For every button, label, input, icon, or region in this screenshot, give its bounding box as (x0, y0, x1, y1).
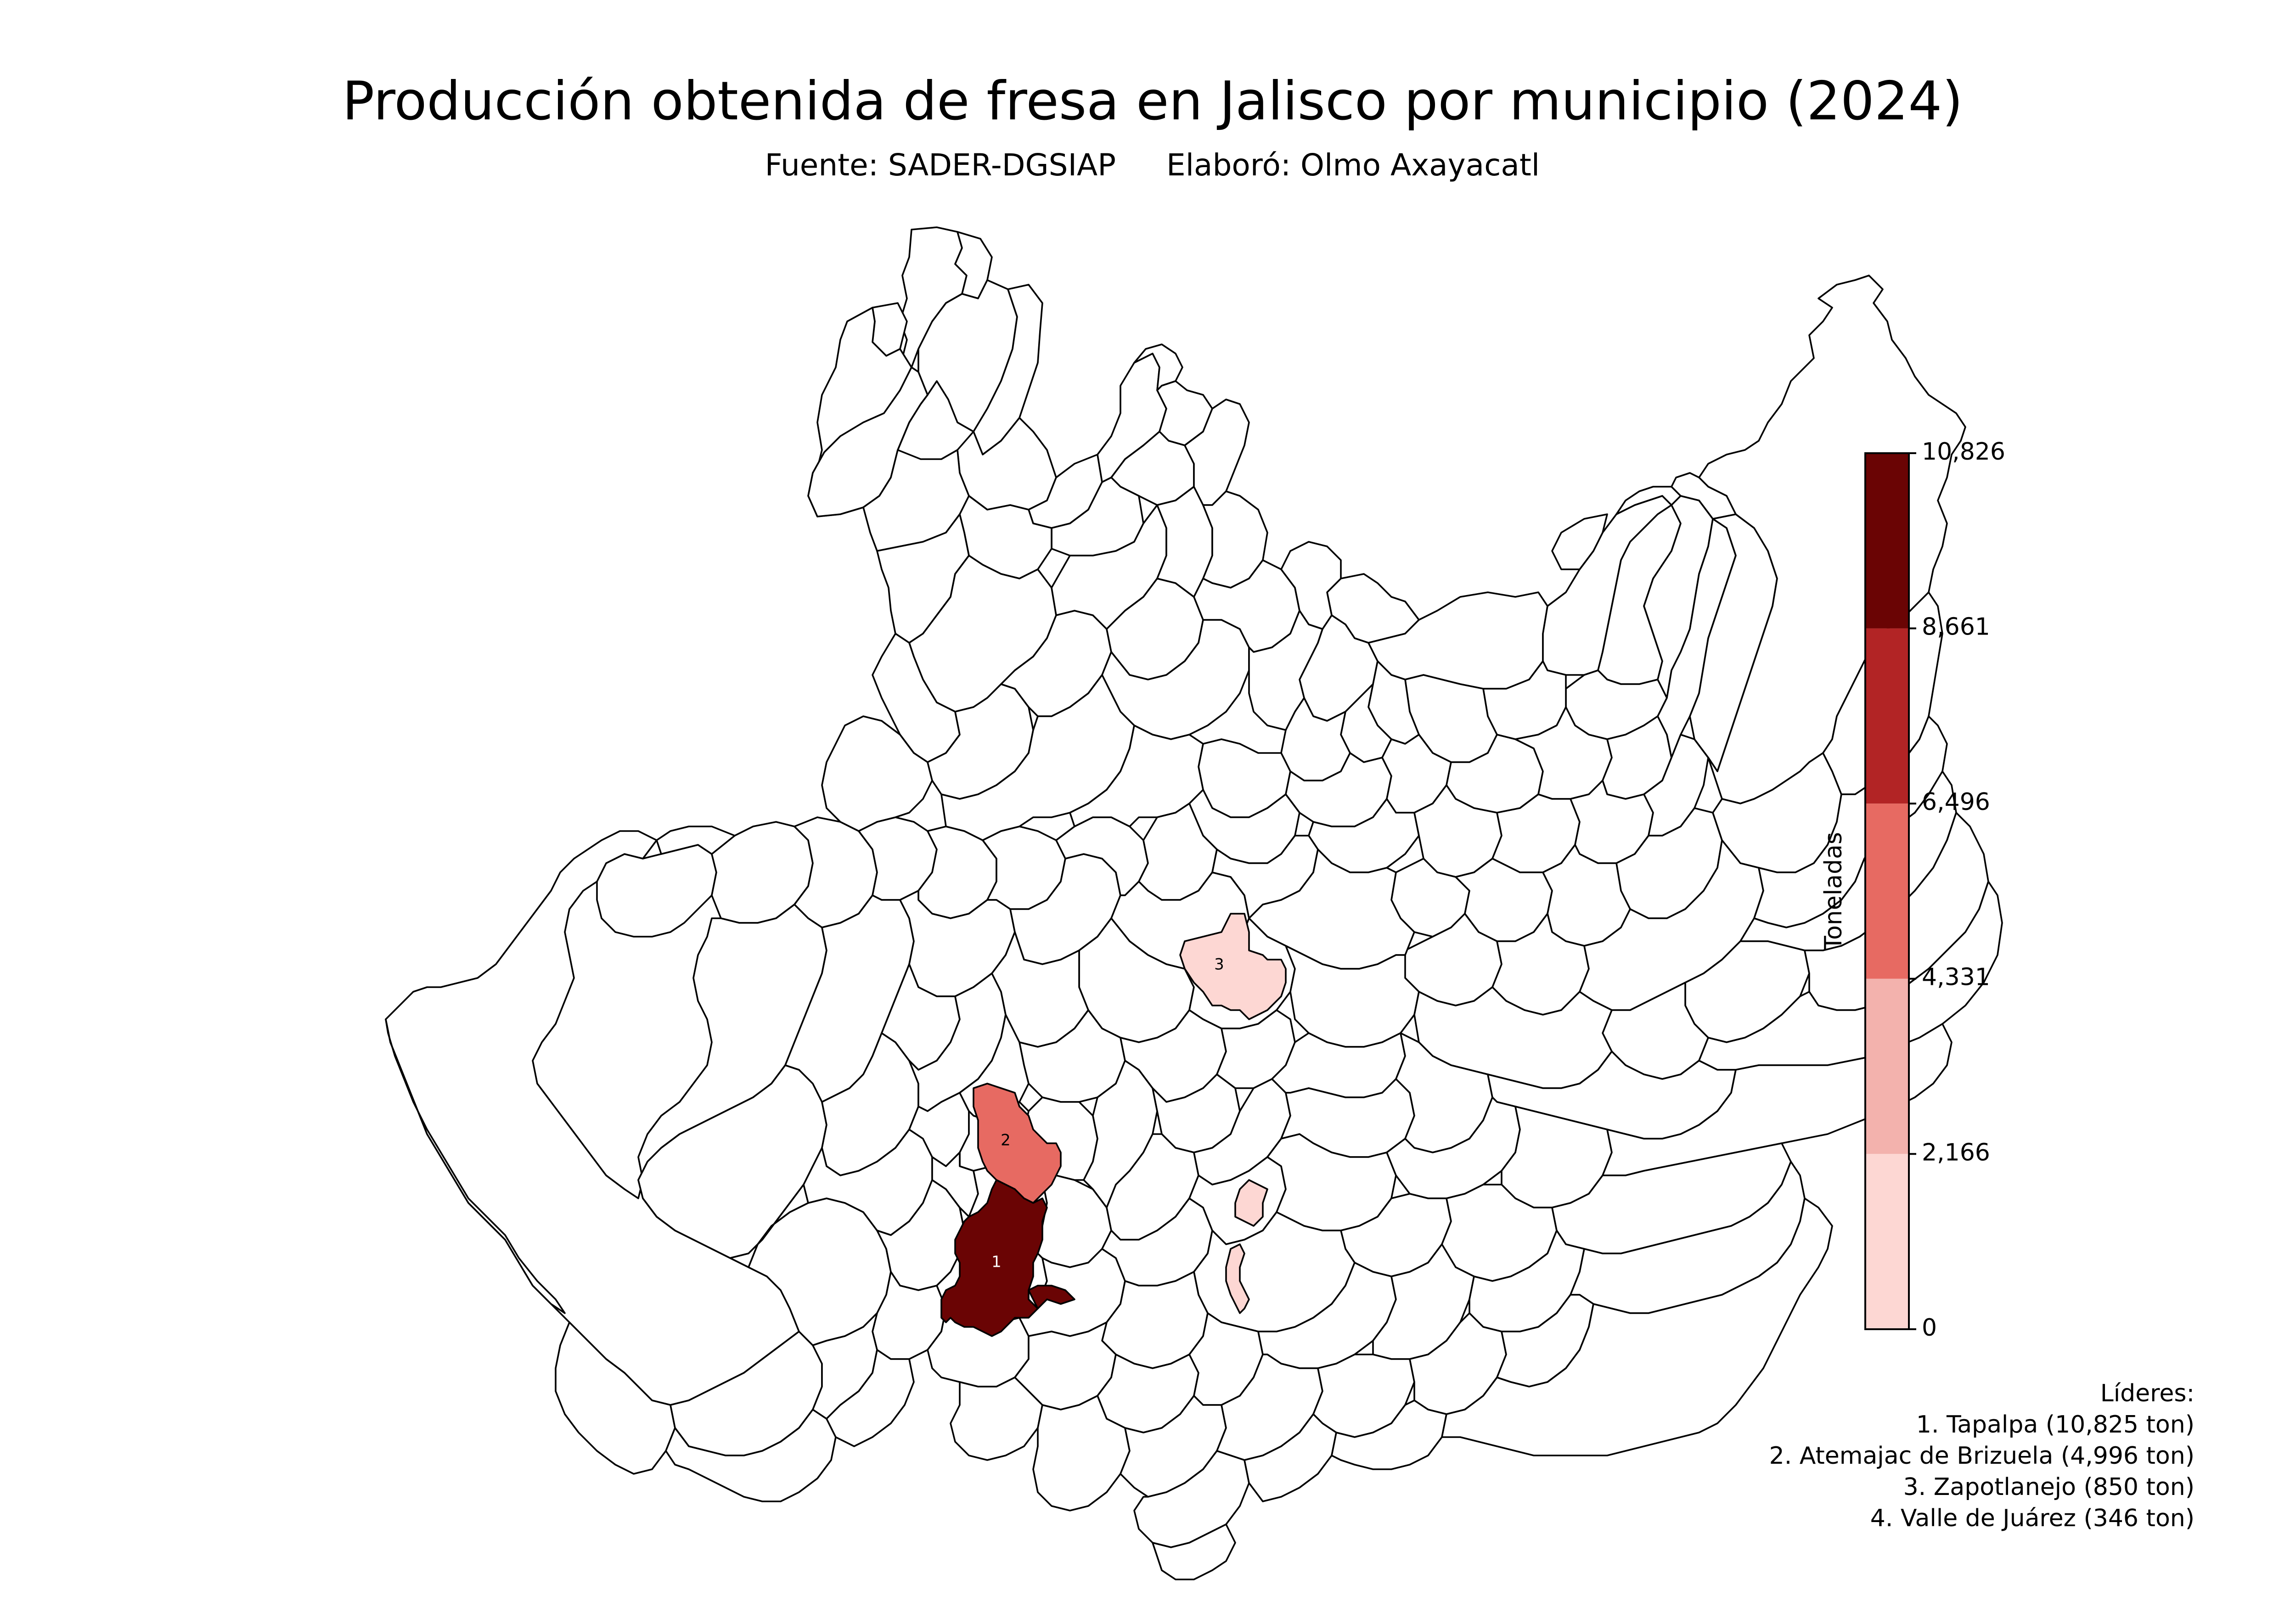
colorbar-tick-label: 0 (1922, 1314, 1937, 1342)
municipality (821, 715, 933, 832)
municipality-atemajac-de-brizuela (973, 1083, 1062, 1204)
leader-item-1: 1. Tapalpa (10,825 ton) (1916, 1411, 2195, 1438)
leaders-annotation: Líderes: 1. Tapalpa (10,825 ton) 2. Atem… (1769, 1380, 2195, 1532)
jalisco-municipality-map: 1 2 3 (385, 226, 2003, 1580)
municipality (807, 366, 929, 517)
municipality-tapalpa-tail (1028, 1285, 1075, 1309)
colorbar-tick-label: 6,496 (1922, 788, 1990, 816)
municipality-tapalpa (940, 1179, 1048, 1337)
municipality (826, 1349, 915, 1447)
municipality (1152, 1523, 1236, 1580)
colorbar-band-5 (1865, 453, 1909, 629)
municipality (1671, 472, 1737, 520)
figure-title: Producción obtenida de fresa en Jalisco … (342, 70, 1963, 132)
colorbar: 0 2,166 4,331 6,496 8,661 10,826 Toneladas (1820, 438, 2005, 1342)
leader-item-3: 3. Zapotlanejo (850 ton) (1903, 1473, 2195, 1501)
municipality (729, 1184, 809, 1268)
colorbar-axis-label: Toneladas (1820, 832, 1847, 951)
municipality (950, 1377, 1043, 1461)
municipality (1441, 1197, 1833, 1456)
municipality (555, 1321, 676, 1475)
municipality (1069, 725, 1204, 827)
leaders-heading: Líderes: (2100, 1380, 2195, 1407)
colorbar-band-4 (1865, 628, 1909, 804)
municipality (656, 826, 736, 855)
author-credit: Elaboró: Olmo Axayacatl (1166, 147, 1540, 183)
municipality (1032, 1395, 1131, 1511)
colorbar-tick-label: 8,661 (1922, 613, 1990, 641)
municipality-valle-de-juarez-south (1225, 1243, 1250, 1314)
municipality-valle-de-juarez (1234, 1179, 1268, 1227)
municipality (1248, 610, 1323, 731)
municipality-zapotlanejo (1179, 913, 1287, 1020)
map-rank-label-3: 3 (1214, 955, 1224, 974)
colorbar-band-3 (1865, 804, 1909, 979)
municipality (1551, 513, 1608, 570)
colorbar-band-2 (1865, 978, 1909, 1154)
colorbar-tick-label: 10,826 (1922, 438, 2005, 466)
colorbar-tick-label: 4,331 (1922, 964, 1990, 991)
leader-item-2: 2. Atemajac de Brizuela (4,996 ton) (1769, 1442, 2195, 1470)
map-rank-label-1: 1 (991, 1253, 1002, 1271)
map-rank-label-2: 2 (1001, 1131, 1011, 1150)
municipality (385, 1018, 566, 1314)
colorbar-band-1 (1865, 1154, 1909, 1329)
leader-item-4: 4. Valle de Juárez (346 ton) (1870, 1505, 2195, 1532)
source-credit: Fuente: SADER-DGSIAP (765, 147, 1116, 183)
municipality (1133, 1450, 1250, 1548)
colorbar-frame (1864, 452, 1910, 1330)
colorbar-tick-label: 2,166 (1922, 1139, 1990, 1166)
